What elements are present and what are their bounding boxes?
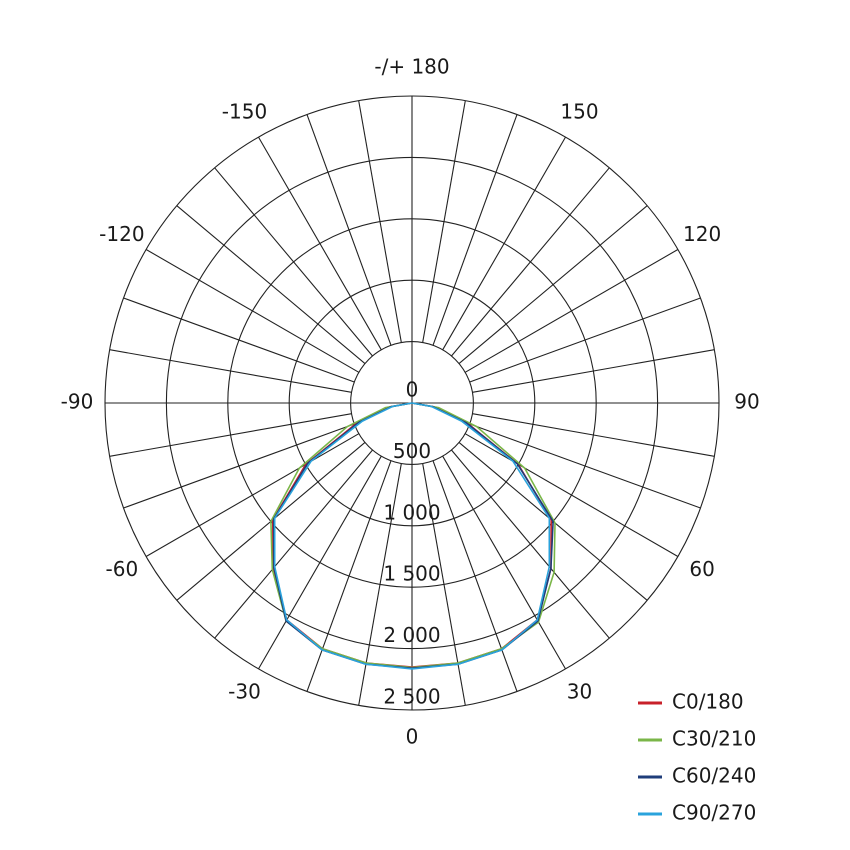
angle-label: 150 [560,99,598,123]
grid-spoke [145,433,360,557]
spoke [432,460,518,692]
grid-spoke [145,249,360,373]
grid-spoke [258,136,382,351]
grid-spoke [258,455,382,670]
spoke [432,114,518,346]
legend-label: C90/270 [672,801,756,825]
spoke [306,114,392,346]
angle-label: -/+ 180 [374,55,449,79]
angle-label: 0 [406,725,419,749]
ring-label: 2 500 [383,685,440,709]
angle-label: 60 [689,557,714,581]
angle-label: -30 [228,680,261,704]
angle-label: 30 [567,680,592,704]
angle-label: 90 [734,390,759,414]
grid-spoke [442,136,566,351]
spoke [422,463,466,706]
ring-label: 500 [393,439,431,463]
ring-label: 0 [406,378,419,402]
spoke [306,460,392,692]
spoke [451,449,610,639]
angle-label: -90 [61,390,94,414]
spoke [358,100,402,343]
spoke [422,100,466,343]
spoke [123,297,355,383]
spoke [469,297,701,383]
spoke [109,413,352,457]
angle-label: -150 [222,99,267,123]
ring-label: 1 500 [383,562,440,586]
grid-spoke [464,433,679,557]
grid-spoke [464,249,679,373]
intensity-curve [273,402,551,670]
spoke [123,423,355,509]
legend-label: C30/210 [672,727,756,751]
spoke [109,349,352,393]
spoke [472,413,715,457]
spoke [176,205,366,364]
spoke [458,205,648,364]
angle-label: -120 [99,222,144,246]
spoke [214,167,373,357]
angle-label: -60 [106,557,139,581]
spoke [214,449,373,639]
spoke [358,463,402,706]
legend-label: C0/180 [672,690,744,714]
angle-label: 120 [683,222,721,246]
spoke [469,423,701,509]
ring-label: 1 000 [383,500,440,524]
ring-label: 2 000 [383,623,440,647]
spoke [451,167,610,357]
legend-label: C60/240 [672,764,756,788]
spoke [472,349,715,393]
grid-spoke [442,455,566,670]
